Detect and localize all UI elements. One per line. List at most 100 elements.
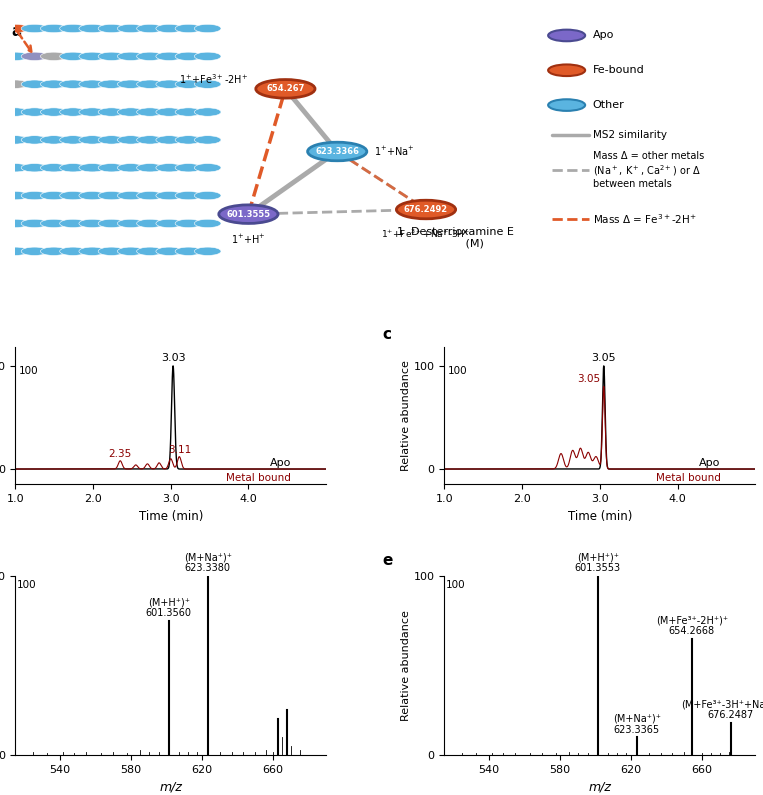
Circle shape — [118, 247, 144, 255]
Circle shape — [175, 219, 201, 227]
Text: 2.35: 2.35 — [108, 448, 132, 459]
Circle shape — [21, 192, 48, 200]
Text: Mass Δ = Fe$^{3+}$-2H$^{+}$: Mass Δ = Fe$^{3+}$-2H$^{+}$ — [593, 212, 696, 226]
Circle shape — [60, 25, 86, 33]
Circle shape — [98, 164, 125, 172]
Text: 601.3560: 601.3560 — [146, 608, 192, 618]
Circle shape — [40, 247, 67, 255]
Circle shape — [40, 52, 67, 60]
Circle shape — [156, 247, 182, 255]
Circle shape — [60, 52, 86, 60]
Y-axis label: Relative abundance: Relative abundance — [401, 360, 411, 471]
Text: a: a — [11, 24, 22, 39]
Circle shape — [21, 108, 48, 116]
X-axis label: Time (min): Time (min) — [568, 510, 632, 523]
Circle shape — [40, 136, 67, 144]
Circle shape — [156, 52, 182, 60]
Circle shape — [2, 108, 28, 116]
Text: 3.05: 3.05 — [591, 353, 616, 363]
Circle shape — [137, 136, 163, 144]
Circle shape — [175, 108, 201, 116]
Circle shape — [21, 247, 48, 255]
Circle shape — [2, 25, 28, 33]
Text: 654.267: 654.267 — [266, 84, 304, 93]
Circle shape — [98, 52, 125, 60]
Text: 623.3365: 623.3365 — [614, 724, 660, 735]
Circle shape — [60, 247, 86, 255]
Text: MS2 similarity: MS2 similarity — [593, 130, 667, 140]
Circle shape — [137, 80, 163, 88]
Circle shape — [307, 142, 367, 161]
Circle shape — [21, 164, 48, 172]
Circle shape — [175, 52, 201, 60]
Circle shape — [195, 164, 221, 172]
Circle shape — [2, 219, 28, 227]
Circle shape — [548, 99, 585, 111]
Circle shape — [195, 80, 221, 88]
Text: 623.3366: 623.3366 — [315, 147, 359, 156]
Circle shape — [2, 164, 28, 172]
Circle shape — [195, 219, 221, 227]
Circle shape — [195, 136, 221, 144]
Circle shape — [98, 136, 125, 144]
Circle shape — [156, 219, 182, 227]
Circle shape — [2, 192, 28, 200]
Circle shape — [79, 219, 105, 227]
Text: 3.03: 3.03 — [161, 353, 185, 363]
Text: Metal bound: Metal bound — [227, 473, 291, 483]
Text: 601.3553: 601.3553 — [575, 563, 621, 573]
Circle shape — [175, 164, 201, 172]
Circle shape — [175, 192, 201, 200]
Circle shape — [118, 108, 144, 116]
Circle shape — [40, 164, 67, 172]
Circle shape — [118, 136, 144, 144]
Text: 601.3555: 601.3555 — [227, 210, 270, 219]
Text: (M+Fe³⁺-2H⁺)⁺: (M+Fe³⁺-2H⁺)⁺ — [656, 615, 728, 625]
Circle shape — [175, 80, 201, 88]
Circle shape — [156, 25, 182, 33]
Circle shape — [60, 108, 86, 116]
Circle shape — [195, 25, 221, 33]
Text: Metal bound: Metal bound — [655, 473, 720, 483]
Text: 1$^{+}$+Na$^{+}$: 1$^{+}$+Na$^{+}$ — [374, 145, 415, 158]
Text: Fe-bound: Fe-bound — [593, 65, 644, 76]
Circle shape — [118, 52, 144, 60]
Circle shape — [118, 192, 144, 200]
Circle shape — [2, 80, 28, 88]
Circle shape — [21, 52, 48, 60]
Text: 100: 100 — [446, 580, 465, 590]
Text: Apo: Apo — [593, 30, 614, 41]
Circle shape — [195, 108, 221, 116]
Circle shape — [548, 29, 585, 41]
Circle shape — [118, 164, 144, 172]
Circle shape — [137, 219, 163, 227]
Circle shape — [156, 164, 182, 172]
Text: 1$^{+}$+H$^{+}$: 1$^{+}$+H$^{+}$ — [231, 233, 266, 246]
Circle shape — [137, 108, 163, 116]
Circle shape — [195, 52, 221, 60]
Text: (M+H⁺)⁺: (M+H⁺)⁺ — [148, 597, 190, 607]
Circle shape — [60, 164, 86, 172]
X-axis label: m/z: m/z — [588, 781, 611, 793]
Text: Apo: Apo — [270, 458, 291, 467]
Circle shape — [98, 80, 125, 88]
Circle shape — [98, 108, 125, 116]
Circle shape — [60, 192, 86, 200]
Text: 1$^{+}$+Fe$^{3+}$+Na$^{+}$-3H$^{+}$: 1$^{+}$+Fe$^{3+}$+Na$^{+}$-3H$^{+}$ — [382, 228, 471, 240]
Text: 3.11: 3.11 — [168, 444, 191, 455]
Circle shape — [256, 80, 315, 98]
Text: Mass Δ = other metals
(Na$^+$, K$^+$, Ca$^{2+}$) or Δ
between metals: Mass Δ = other metals (Na$^+$, K$^+$, Ca… — [593, 151, 703, 189]
Circle shape — [397, 200, 456, 219]
Circle shape — [79, 52, 105, 60]
Circle shape — [21, 136, 48, 144]
Text: 100: 100 — [449, 366, 468, 376]
Circle shape — [98, 25, 125, 33]
Text: (M+Na⁺)⁺: (M+Na⁺)⁺ — [613, 714, 661, 724]
Circle shape — [40, 80, 67, 88]
Circle shape — [40, 192, 67, 200]
Circle shape — [548, 64, 585, 76]
Circle shape — [137, 192, 163, 200]
Text: Other: Other — [593, 100, 624, 110]
Circle shape — [21, 219, 48, 227]
Text: e: e — [382, 553, 393, 568]
